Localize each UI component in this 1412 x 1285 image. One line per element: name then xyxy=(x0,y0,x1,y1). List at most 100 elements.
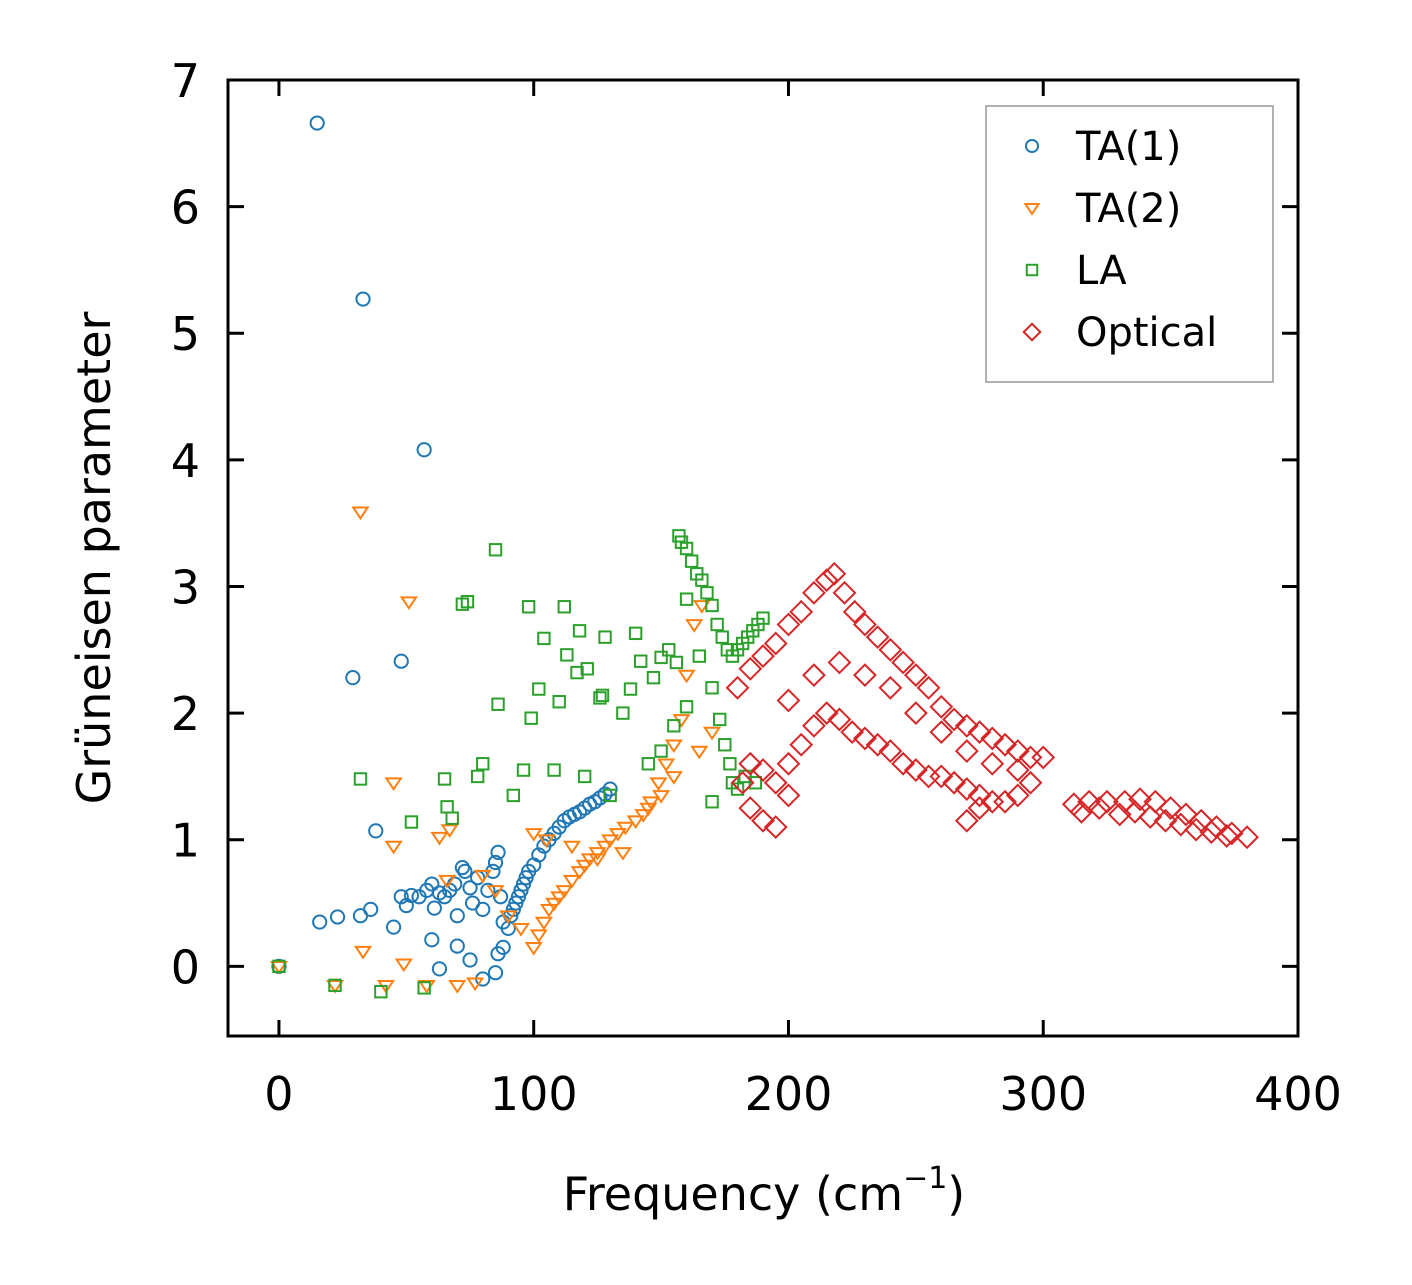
data-point xyxy=(827,650,852,675)
data-point xyxy=(1219,821,1244,846)
data-point xyxy=(954,808,979,833)
x-axis-label-main: Frequency (cm xyxy=(563,1167,903,1221)
data-point xyxy=(545,897,564,912)
data-point xyxy=(595,688,610,703)
data-point xyxy=(487,854,504,871)
data-point xyxy=(1128,787,1152,812)
y-tick-label: 3 xyxy=(171,560,200,614)
data-point xyxy=(269,961,289,975)
data-point xyxy=(802,663,826,688)
data-point xyxy=(539,904,559,918)
data-point xyxy=(654,744,668,758)
data-point xyxy=(763,631,788,656)
data-point xyxy=(842,599,867,624)
data-point xyxy=(878,739,903,764)
data-point xyxy=(852,612,877,637)
data-point xyxy=(1018,770,1043,795)
data-point xyxy=(351,506,370,521)
data-point xyxy=(664,739,683,754)
y-tick-label: 6 xyxy=(171,181,200,235)
data-point xyxy=(385,919,402,935)
data-point xyxy=(355,291,371,307)
x-axis-label-sup: −1 xyxy=(903,1161,947,1196)
data-point xyxy=(475,901,491,917)
data-point xyxy=(499,910,518,924)
data-point xyxy=(822,561,847,586)
data-point xyxy=(623,682,638,696)
data-point xyxy=(700,586,714,600)
data-point xyxy=(942,707,966,732)
data-point xyxy=(466,977,485,992)
data-point xyxy=(462,952,478,968)
data-point xyxy=(470,769,485,784)
data-point xyxy=(1005,739,1030,764)
data-point xyxy=(814,701,839,726)
data-point xyxy=(1123,799,1147,824)
data-point xyxy=(438,874,457,889)
data-point xyxy=(652,790,671,804)
data-point xyxy=(641,757,656,771)
data-point xyxy=(595,840,615,855)
data-point xyxy=(789,732,814,757)
data-point xyxy=(692,649,707,663)
data-point xyxy=(524,828,543,842)
data-point xyxy=(363,901,379,917)
data-point xyxy=(802,580,826,605)
data-point xyxy=(748,776,763,790)
data-point xyxy=(588,853,607,868)
data-point xyxy=(891,751,916,776)
y-tick-label: 7 xyxy=(171,54,200,108)
data-point xyxy=(613,847,632,861)
scatter-markers xyxy=(269,115,1259,999)
data-point xyxy=(942,770,966,795)
legend-marker xyxy=(1024,138,1040,154)
data-point xyxy=(738,656,763,681)
data-point xyxy=(448,980,467,994)
data-point xyxy=(814,568,839,593)
legend-label: TA(2) xyxy=(1075,186,1181,232)
data-point xyxy=(547,763,561,777)
data-point xyxy=(695,573,709,587)
data-point xyxy=(476,757,490,771)
data-point xyxy=(491,697,505,711)
data-point xyxy=(751,758,775,783)
data-point xyxy=(416,442,432,458)
data-point xyxy=(1214,824,1239,848)
y-axis-ticks: 0 1 2 3 4 5 6 7 xyxy=(171,54,1298,994)
data-point xyxy=(488,543,503,557)
data-point xyxy=(524,942,543,956)
data-point xyxy=(980,751,1005,776)
x-tick-label: 300 xyxy=(999,1067,1087,1121)
data-point xyxy=(353,772,368,786)
data-point xyxy=(575,859,594,874)
data-point xyxy=(929,694,954,719)
data-point xyxy=(705,681,719,695)
data-point xyxy=(537,631,551,646)
data-point xyxy=(440,824,459,838)
data-point xyxy=(634,654,648,668)
data-point xyxy=(580,662,594,676)
data-point xyxy=(1138,805,1163,829)
data-point xyxy=(562,840,581,855)
data-point xyxy=(669,655,684,670)
data-point xyxy=(616,821,635,836)
data-point xyxy=(1077,789,1102,814)
data-point xyxy=(980,726,1005,751)
data-point xyxy=(608,828,627,842)
data-point xyxy=(865,625,890,650)
data-point xyxy=(1173,802,1198,827)
data-point xyxy=(1153,808,1178,833)
data-point xyxy=(1087,796,1112,820)
data-point xyxy=(667,719,681,733)
data-point xyxy=(552,695,566,709)
data-point xyxy=(430,831,449,846)
data-point xyxy=(710,617,724,632)
data-point xyxy=(789,599,814,624)
data-point xyxy=(534,916,553,931)
data-point xyxy=(776,688,801,713)
data-point xyxy=(657,758,676,773)
data-point xyxy=(555,885,574,899)
data-point xyxy=(454,859,470,876)
data-point xyxy=(403,887,420,904)
